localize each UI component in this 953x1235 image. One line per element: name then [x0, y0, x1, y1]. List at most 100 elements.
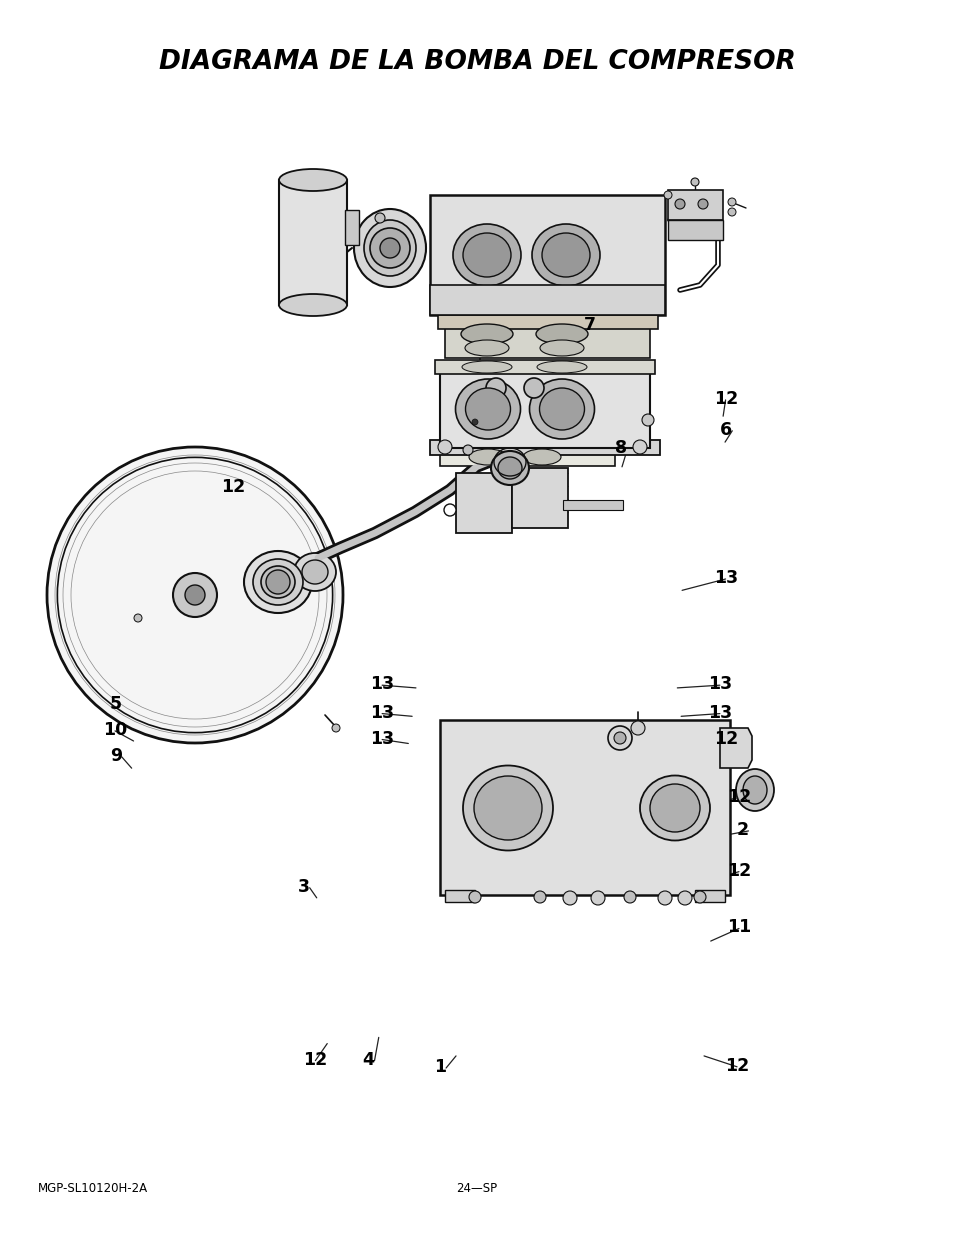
Circle shape [266, 571, 290, 594]
Text: 7: 7 [583, 316, 596, 333]
Bar [667, 190, 722, 220]
Circle shape [472, 419, 477, 425]
Circle shape [727, 207, 735, 216]
Ellipse shape [735, 769, 773, 811]
Bar [562, 500, 622, 510]
Ellipse shape [469, 450, 506, 466]
Ellipse shape [462, 233, 511, 277]
Bar [345, 210, 358, 245]
Ellipse shape [278, 169, 347, 191]
Bar [278, 180, 347, 305]
Ellipse shape [354, 209, 426, 287]
Bar [695, 890, 724, 902]
Circle shape [523, 378, 543, 398]
Ellipse shape [253, 559, 303, 605]
Text: 5: 5 [110, 695, 122, 713]
Ellipse shape [455, 379, 520, 438]
Circle shape [630, 721, 644, 735]
Bar [439, 448, 615, 466]
Bar [439, 720, 729, 895]
Bar [512, 468, 567, 529]
Text: 12: 12 [713, 730, 737, 747]
Ellipse shape [364, 220, 416, 275]
Ellipse shape [465, 388, 510, 430]
Circle shape [47, 447, 343, 743]
Ellipse shape [532, 224, 599, 287]
Circle shape [675, 199, 684, 209]
Text: 13: 13 [370, 730, 394, 747]
Ellipse shape [536, 324, 587, 345]
Bar [430, 285, 664, 315]
Text: 12: 12 [726, 862, 750, 879]
Ellipse shape [302, 559, 328, 584]
Text: 12: 12 [303, 1051, 327, 1068]
Text: 13: 13 [370, 704, 394, 721]
Circle shape [172, 573, 216, 618]
Text: 6: 6 [720, 421, 732, 438]
Circle shape [690, 178, 699, 186]
Text: 13: 13 [707, 676, 731, 693]
Bar [444, 320, 649, 358]
Circle shape [133, 614, 142, 622]
Ellipse shape [461, 361, 512, 373]
Circle shape [698, 199, 707, 209]
Circle shape [590, 890, 604, 905]
Text: 4: 4 [362, 1051, 375, 1068]
Text: 2: 2 [736, 821, 748, 839]
Text: 13: 13 [707, 704, 731, 721]
Ellipse shape [541, 233, 589, 277]
Ellipse shape [474, 776, 541, 840]
Text: 24—SP: 24—SP [456, 1182, 497, 1194]
Polygon shape [720, 727, 751, 768]
Bar [456, 473, 512, 534]
Circle shape [534, 890, 545, 903]
Ellipse shape [244, 551, 312, 613]
Ellipse shape [497, 457, 521, 479]
Ellipse shape [522, 450, 560, 466]
Text: 1: 1 [434, 1058, 446, 1076]
Circle shape [462, 445, 473, 454]
Circle shape [623, 890, 636, 903]
Text: 13: 13 [370, 676, 394, 693]
Bar [444, 890, 475, 902]
Circle shape [633, 440, 646, 454]
Text: 10: 10 [103, 721, 127, 739]
Text: 3: 3 [297, 878, 310, 895]
Ellipse shape [261, 566, 294, 598]
Bar [667, 220, 722, 240]
Bar [435, 359, 655, 374]
Text: 12: 12 [724, 1057, 748, 1074]
Bar [430, 195, 664, 315]
Circle shape [678, 890, 691, 905]
Circle shape [727, 198, 735, 206]
Text: 12: 12 [221, 478, 245, 495]
Circle shape [485, 378, 505, 398]
Ellipse shape [529, 379, 594, 438]
Circle shape [443, 504, 456, 516]
Circle shape [332, 724, 339, 732]
Ellipse shape [539, 388, 584, 430]
Bar [439, 370, 649, 448]
Circle shape [607, 726, 631, 750]
Circle shape [614, 732, 625, 743]
Ellipse shape [639, 776, 709, 841]
Text: 8: 8 [615, 440, 627, 457]
Circle shape [379, 238, 399, 258]
Text: 11: 11 [726, 919, 750, 936]
Circle shape [57, 457, 333, 732]
Ellipse shape [537, 361, 586, 373]
Text: 12: 12 [713, 390, 737, 408]
Circle shape [469, 890, 480, 903]
Ellipse shape [460, 324, 513, 345]
Circle shape [658, 890, 671, 905]
Ellipse shape [491, 451, 529, 485]
Bar [437, 315, 658, 329]
Ellipse shape [453, 224, 520, 287]
Text: MGP-SL10120H-2A: MGP-SL10120H-2A [38, 1182, 148, 1194]
Circle shape [693, 890, 705, 903]
Circle shape [562, 890, 577, 905]
Bar [430, 440, 659, 454]
Ellipse shape [462, 766, 553, 851]
Circle shape [663, 191, 671, 199]
Ellipse shape [649, 784, 700, 832]
